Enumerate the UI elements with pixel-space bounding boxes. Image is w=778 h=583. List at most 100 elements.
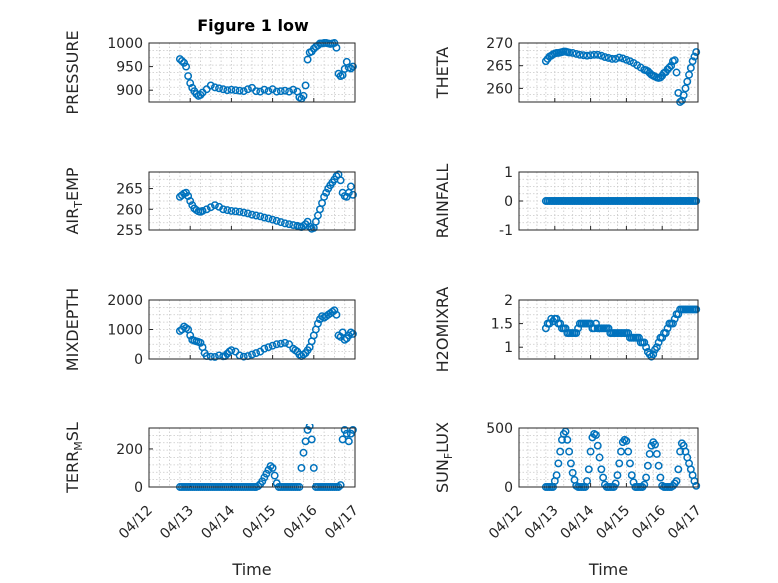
data-point: [674, 465, 683, 474]
data-point: [579, 51, 588, 60]
data-point: [303, 425, 312, 434]
data-point: [348, 190, 357, 199]
y-tick-label: 950: [116, 60, 143, 76]
data-point: [299, 448, 308, 457]
data-point: [572, 329, 581, 337]
data-point: [592, 431, 600, 440]
data-point: [264, 343, 273, 352]
data-point: [252, 349, 261, 358]
data-point: [649, 350, 658, 359]
data-point: [584, 465, 593, 474]
data-point: [613, 471, 622, 480]
data-point: [572, 49, 581, 58]
y-axis-label: THETA: [433, 47, 452, 99]
data-point: [654, 461, 663, 470]
y-tick-label: 260: [486, 81, 513, 97]
data-point: [198, 206, 207, 215]
data-point: [264, 87, 273, 96]
data-point: [313, 319, 322, 328]
data-point: [248, 210, 256, 219]
data-point: [215, 84, 223, 93]
y-axis-label: H2OMIXRA: [433, 287, 452, 373]
data-point: [239, 352, 248, 361]
y-tick-label: 0: [504, 480, 513, 496]
data-point: [575, 50, 584, 59]
data-point: [206, 203, 215, 212]
data-point: [281, 219, 289, 228]
data-point: [667, 61, 676, 70]
data-point: [652, 450, 661, 458]
y-tick-label: 265: [486, 59, 513, 75]
data-point: [348, 425, 357, 434]
data-point: [322, 188, 331, 197]
data-point: [254, 482, 263, 490]
y-axis-label: MIXDEPTH: [63, 288, 82, 371]
data-point: [344, 437, 353, 446]
data-point: [611, 54, 620, 63]
data-point: [182, 62, 191, 71]
data-point: [210, 201, 219, 210]
y-tick-label: 270: [486, 36, 513, 52]
axes-frame: [148, 42, 356, 103]
data-markers: [541, 305, 701, 361]
data-point: [604, 54, 613, 62]
y-tick-label: 255: [116, 223, 143, 239]
data-point: [235, 207, 244, 216]
data-point: [256, 212, 265, 221]
data-point: [320, 192, 329, 201]
y-axis-label: PRESSURE: [63, 30, 82, 114]
data-point: [264, 465, 273, 474]
data-point: [645, 450, 654, 458]
data-point: [692, 48, 701, 57]
data-point: [266, 462, 275, 471]
data-point: [686, 64, 695, 72]
y-axis-label: SUNFLUX: [433, 422, 455, 493]
y-tick-label: 900: [116, 83, 143, 99]
y-axis-label: AIRTEMP: [63, 167, 85, 234]
y-tick-label: 2000: [107, 293, 143, 309]
data-point: [272, 340, 281, 349]
data-point: [595, 453, 604, 462]
data-point: [665, 63, 674, 72]
y-tick-label: -1: [499, 223, 513, 239]
data-point: [348, 329, 357, 338]
data-point: [268, 341, 277, 350]
data-point: [184, 72, 193, 80]
data-point: [206, 81, 215, 90]
data-point: [643, 461, 652, 470]
data-point: [272, 87, 281, 96]
data-point: [597, 51, 606, 60]
data-markers: [175, 306, 357, 361]
y-tick-label: 0: [134, 352, 143, 368]
data-point: [624, 447, 633, 456]
axes-frame: [518, 299, 699, 360]
data-point: [231, 86, 240, 95]
data-point: [652, 343, 661, 352]
data-point: [297, 464, 306, 472]
data-point: [260, 344, 269, 353]
data-point: [688, 57, 697, 66]
data-point: [260, 473, 269, 482]
data-point: [676, 447, 685, 456]
data-point: [260, 85, 269, 94]
data-point: [186, 197, 195, 205]
x-axis-label: Time: [231, 560, 271, 579]
axes-frame: [518, 171, 699, 231]
data-point: [210, 352, 219, 361]
data-point: [692, 481, 701, 490]
data-point: [597, 465, 606, 474]
data-point: [299, 91, 308, 100]
data-point: [186, 331, 195, 340]
data-point: [231, 207, 240, 216]
y-tick-label: 200: [116, 442, 143, 458]
axes-frame: [148, 299, 356, 360]
data-point: [309, 464, 318, 472]
data-point: [568, 49, 577, 57]
data-point: [223, 86, 232, 95]
y-tick-label: 500: [486, 421, 513, 437]
data-point: [243, 85, 252, 94]
data-point: [272, 216, 281, 225]
data-point: [640, 480, 649, 489]
axes-frame: [148, 171, 356, 231]
data-point: [252, 211, 261, 220]
